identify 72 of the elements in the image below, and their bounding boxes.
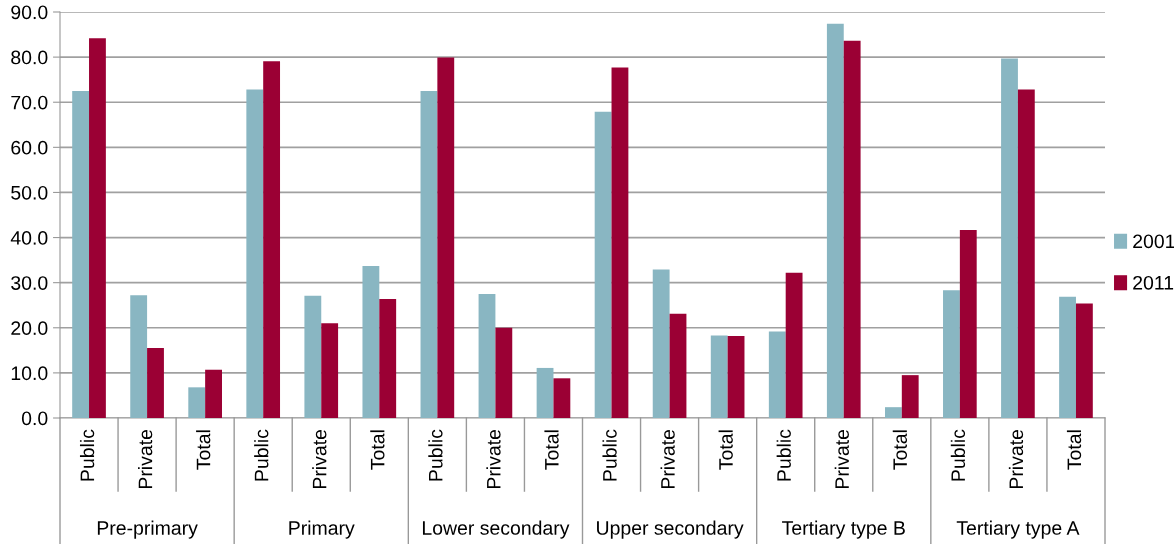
x-tick-label: Private xyxy=(1008,429,1024,489)
bar xyxy=(710,335,728,418)
bar xyxy=(437,57,455,418)
bar xyxy=(943,290,960,418)
bar xyxy=(188,387,206,418)
bar xyxy=(594,111,612,418)
y-tick-label: 20.0 xyxy=(11,321,48,336)
bar xyxy=(362,265,380,418)
text: Primary xyxy=(289,520,355,539)
x-tick-label: Private xyxy=(834,429,849,489)
bar xyxy=(1075,303,1093,418)
x-tick-label: Private xyxy=(138,429,153,489)
bar xyxy=(1017,89,1035,418)
bar xyxy=(205,369,222,418)
bar xyxy=(478,293,496,418)
x-tick-label: Private xyxy=(312,429,327,489)
x-tick-label: Public xyxy=(428,429,443,481)
y-tick-label: 0.0 xyxy=(21,411,48,426)
bar xyxy=(321,323,339,418)
bar xyxy=(495,327,513,418)
legend-label: 2011 xyxy=(1133,275,1174,290)
y-tick-label: 30.0 xyxy=(11,276,48,290)
bar xyxy=(826,23,844,418)
y-tick-label: 50.0 xyxy=(11,185,48,200)
y-tick-label: 10.0 xyxy=(11,366,48,381)
bar xyxy=(901,375,919,418)
bar xyxy=(147,348,164,418)
legend-label: 2001 xyxy=(1133,234,1174,249)
bar xyxy=(263,61,281,418)
bar xyxy=(1001,58,1018,418)
text: Upper secondary xyxy=(597,520,744,539)
x-tick-label: Private xyxy=(486,429,501,489)
bar xyxy=(785,272,803,418)
x-tick-label: Total xyxy=(1066,430,1082,470)
x-tick-label: Public xyxy=(602,429,617,481)
bar xyxy=(130,295,148,418)
x-tick-label: Total xyxy=(544,430,559,470)
x-tick-label: Public xyxy=(254,429,269,481)
bar xyxy=(611,67,629,418)
bar xyxy=(246,89,264,418)
x-tick-label: Public xyxy=(776,429,791,481)
text: Lower secondary xyxy=(422,520,570,539)
bar xyxy=(72,90,90,418)
y-tick-label: 40.0 xyxy=(10,231,48,245)
x-tick-label: Total xyxy=(718,430,733,470)
bar xyxy=(652,269,670,418)
bar xyxy=(420,90,438,418)
bar xyxy=(843,40,861,418)
x-tick-label: Public xyxy=(950,429,966,481)
bar xyxy=(959,229,977,418)
x-tick-label: Total xyxy=(196,430,211,470)
text: Tertiary type A xyxy=(956,520,1080,539)
bar xyxy=(1059,296,1076,418)
bar xyxy=(536,367,554,418)
bar xyxy=(379,298,397,418)
y-tick-label: 90.0 xyxy=(11,5,48,20)
x-tick-label: Private xyxy=(660,429,675,489)
bar xyxy=(768,331,786,418)
bar xyxy=(304,295,322,418)
text: Pre-primary xyxy=(97,520,198,539)
bar xyxy=(884,407,902,418)
bar xyxy=(727,335,745,418)
y-tick-label: 70.0 xyxy=(11,95,48,110)
x-tick-label: Total xyxy=(370,430,385,470)
y-tick-label: 60.0 xyxy=(11,140,48,155)
bar xyxy=(89,38,106,418)
x-tick-label: Public xyxy=(79,429,95,481)
y-tick-label: 80.0 xyxy=(11,50,48,65)
bar xyxy=(553,378,571,418)
bar xyxy=(669,313,687,418)
x-tick-label: Total xyxy=(892,430,908,470)
text: Tertiary type B xyxy=(782,520,905,539)
